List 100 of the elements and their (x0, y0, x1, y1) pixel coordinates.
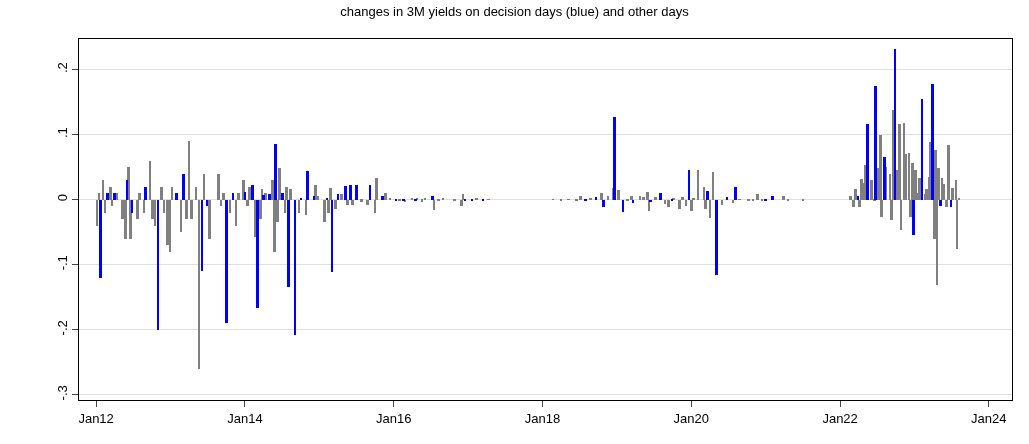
bar (313, 196, 315, 200)
bar (771, 196, 774, 200)
bar (870, 180, 873, 200)
bar (602, 200, 605, 207)
bar (756, 194, 759, 200)
bar (171, 187, 173, 200)
bar (188, 141, 190, 200)
bar (360, 199, 363, 202)
bar (712, 172, 714, 200)
bar (149, 161, 151, 200)
bar (198, 200, 200, 369)
bar (98, 193, 100, 200)
bar (225, 200, 228, 323)
bar (195, 187, 197, 200)
bar (617, 190, 620, 200)
chart-title: changes in 3M yields on decision days (blue) and other days (340, 3, 690, 19)
bar (732, 200, 734, 203)
bar (185, 200, 188, 219)
bar (298, 200, 300, 213)
bar (96, 200, 98, 226)
bar (268, 194, 271, 200)
bar (782, 196, 785, 200)
x-tick-label: Jan12 (78, 410, 114, 426)
bar (229, 200, 231, 213)
bar (857, 196, 859, 200)
bar (306, 171, 309, 200)
bar (144, 187, 147, 200)
bar (681, 197, 684, 200)
bar (102, 180, 104, 200)
bar (678, 200, 681, 209)
bar (579, 196, 582, 200)
bar (237, 193, 240, 200)
y-tick-label: 0 (54, 194, 70, 202)
bar (217, 174, 220, 200)
bar (709, 200, 711, 218)
bar (274, 144, 277, 200)
bar (431, 196, 434, 200)
bar (201, 200, 203, 271)
x-tick-label: Jan16 (375, 410, 412, 426)
bar (874, 86, 877, 200)
bar (314, 185, 317, 200)
bar (208, 200, 211, 239)
bar (685, 200, 687, 206)
bar (939, 200, 942, 206)
bar (182, 174, 185, 200)
bar (607, 196, 609, 200)
x-tick-label: Jan24 (971, 410, 1007, 426)
bar (331, 200, 333, 272)
bar (613, 117, 616, 200)
bar (659, 193, 662, 200)
bar (697, 170, 699, 200)
bar (654, 197, 657, 200)
y-tick-label: -.3 (54, 385, 70, 401)
bar (600, 193, 603, 200)
bar (323, 200, 326, 222)
bar (349, 185, 352, 200)
bar (106, 193, 109, 200)
bar (632, 200, 634, 203)
bar (143, 200, 145, 213)
bar (160, 187, 163, 200)
bar (912, 200, 915, 235)
bar (630, 196, 633, 200)
bar (99, 200, 102, 278)
bar (706, 191, 709, 200)
bar (690, 200, 693, 211)
bar (950, 200, 952, 207)
bar (351, 200, 354, 205)
bar (157, 200, 159, 330)
bar (154, 200, 156, 226)
bar (726, 197, 728, 200)
bar (667, 200, 670, 207)
bar (595, 197, 597, 200)
bar (369, 185, 371, 200)
bar (894, 49, 896, 200)
y-tick-label: -.2 (54, 320, 70, 336)
bar (124, 200, 127, 239)
bar (206, 200, 208, 206)
bar (734, 187, 737, 200)
x-tick-label: Jan14 (227, 410, 263, 426)
y-tick-label: .2 (54, 62, 70, 74)
bar (126, 180, 128, 200)
x-tick-label: Jan22 (822, 410, 858, 426)
bar (688, 170, 690, 200)
bar (883, 157, 886, 200)
bar (190, 200, 193, 219)
bar (289, 189, 292, 200)
y-tick-label: -.1 (54, 255, 70, 271)
bar (305, 200, 307, 215)
bar (256, 200, 259, 308)
bar (344, 186, 347, 200)
bar (222, 193, 225, 200)
bar (346, 200, 349, 205)
bar (664, 200, 666, 204)
bar (232, 193, 234, 200)
bar (244, 192, 246, 200)
bar (104, 200, 106, 213)
bar (294, 200, 296, 335)
x-tick-label: Jan20 (673, 410, 709, 426)
bar (175, 193, 178, 200)
bar (169, 200, 171, 252)
